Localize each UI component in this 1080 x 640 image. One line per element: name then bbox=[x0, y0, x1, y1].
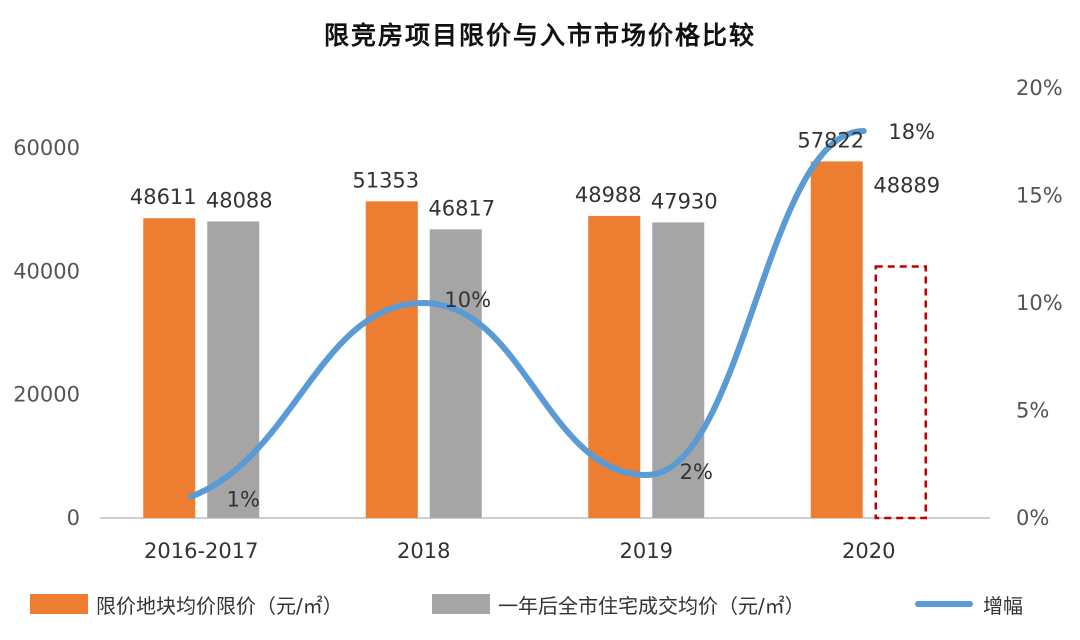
x-category-label: 2016-2017 bbox=[144, 539, 258, 563]
chart-canvas: 0 20000 40000 60000 0% 5% 10% 15% 20% 48611 48088… bbox=[13, 76, 1063, 563]
legend-label-market: 一年后全市住宅成交均价（元/㎡） bbox=[498, 593, 805, 618]
bar-market-price bbox=[652, 222, 705, 518]
bar-limit-price bbox=[810, 161, 863, 518]
legend-label-limit: 限价地块均价限价（元/㎡） bbox=[96, 593, 343, 618]
x-category-label: 2018 bbox=[397, 539, 450, 563]
y-left-tick-label: 40000 bbox=[13, 259, 80, 283]
data-label-market: 47930 bbox=[651, 189, 718, 213]
data-label-growth: 1% bbox=[227, 488, 260, 512]
data-label-limit: 51353 bbox=[352, 168, 419, 192]
y-right-tick-label: 10% bbox=[1016, 291, 1063, 315]
data-label-growth: 2% bbox=[680, 460, 713, 484]
y-left-tick-label: 0 bbox=[67, 506, 80, 530]
y-left-tick-label: 20000 bbox=[13, 383, 80, 407]
x-category-label: 2020 bbox=[842, 539, 895, 563]
legend-item-limit: 限价地块均价限价（元/㎡） bbox=[30, 586, 343, 622]
x-category-label: 2019 bbox=[620, 539, 673, 563]
data-label-limit: 48611 bbox=[130, 185, 197, 209]
legend-item-market: 一年后全市住宅成交均价（元/㎡） bbox=[432, 586, 805, 622]
bar-limit-price bbox=[143, 218, 196, 518]
legend-swatch-market bbox=[432, 594, 490, 614]
bar-limit-price bbox=[365, 201, 418, 518]
growth-line bbox=[188, 128, 867, 500]
y-right-tick-label: 20% bbox=[1016, 76, 1063, 100]
legend-swatch-growth bbox=[915, 601, 973, 607]
data-label-growth: 10% bbox=[444, 288, 491, 312]
legend-swatch-limit bbox=[30, 594, 88, 614]
chart-title: 限竞房项目限价与入市市场价格比较 bbox=[323, 21, 756, 50]
bar-market-price-projected bbox=[874, 265, 927, 520]
y-left-tick-label: 60000 bbox=[13, 136, 80, 160]
y-right-tick-label: 0% bbox=[1016, 506, 1049, 530]
data-label-market: 48088 bbox=[206, 188, 273, 212]
data-label-growth: 18% bbox=[888, 120, 935, 144]
legend: 限价地块均价限价（元/㎡） 一年后全市住宅成交均价（元/㎡） 增幅 bbox=[0, 586, 1080, 622]
y-right-tick-label: 5% bbox=[1016, 399, 1049, 423]
data-label-market: 46817 bbox=[428, 196, 495, 220]
data-label-limit: 48988 bbox=[575, 183, 642, 207]
data-label-limit: 57822 bbox=[797, 128, 864, 152]
legend-label-growth: 增幅 bbox=[983, 593, 1023, 618]
bar-market-price bbox=[429, 229, 482, 518]
data-label-market: 48889 bbox=[873, 174, 940, 198]
legend-item-growth: 增幅 bbox=[915, 586, 1023, 622]
y-right-tick-label: 15% bbox=[1016, 184, 1063, 208]
